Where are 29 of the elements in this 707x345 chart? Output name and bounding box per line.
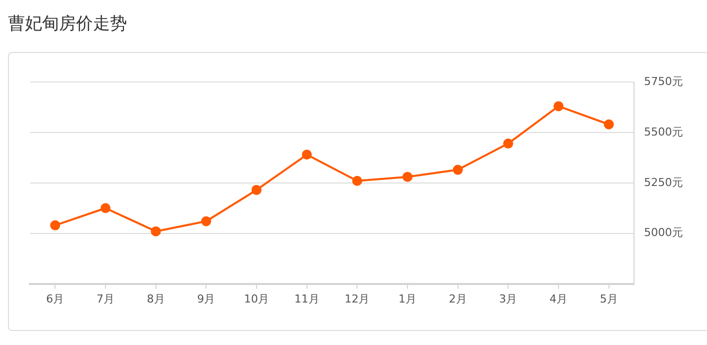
point (252, 184, 262, 195)
point (554, 101, 564, 112)
chart-title: 曹妃甸房价走势 (8, 13, 127, 35)
point (302, 150, 312, 160)
x-tick-label: 1月 (398, 292, 417, 306)
point (50, 220, 60, 230)
y-tick-label: 5750元 (644, 74, 684, 88)
x-tick-label: 3月 (499, 292, 518, 306)
x-tick-label: 12月 (344, 292, 370, 306)
point (503, 138, 514, 149)
point (100, 203, 110, 214)
point (352, 176, 362, 186)
point (150, 226, 161, 236)
point (201, 216, 212, 226)
point (402, 172, 413, 182)
x-tick-label: 10月 (244, 292, 269, 306)
y-tick-label: 5250元 (644, 176, 684, 189)
x-tick-label: 7月 (96, 292, 114, 306)
point (604, 119, 614, 130)
y-tick-label: 5000元 (644, 226, 684, 240)
x-tick-label: 2月 (448, 292, 467, 306)
x-tick-label: 9月 (197, 292, 216, 306)
x-tick-label: 11月 (294, 292, 320, 306)
x-tick-label: 5月 (600, 292, 618, 306)
point (452, 164, 463, 175)
x-tick-label: 4月 (550, 292, 568, 306)
y-tick-label: 5500元 (644, 125, 684, 138)
x-tick-label: 8月 (146, 292, 165, 306)
x-tick-label: 6月 (46, 292, 64, 306)
